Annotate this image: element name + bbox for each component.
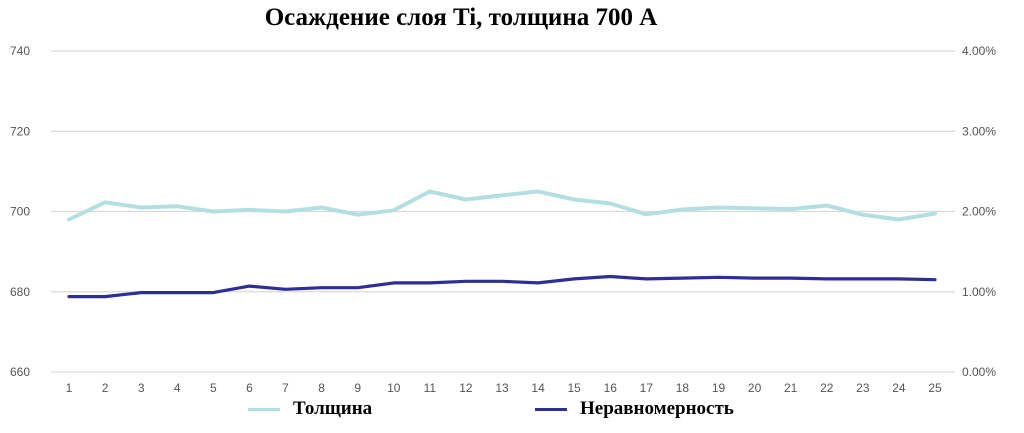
x-tick-label: 22: [820, 381, 834, 395]
left-y-axis: 740 720 700 680 660: [10, 44, 30, 379]
x-tick-label: 11: [424, 381, 437, 395]
x-tick-label: 7: [282, 381, 289, 395]
thickness-line: [67, 189, 937, 222]
x-tick-label: 23: [856, 381, 870, 395]
x-tick-label: 21: [784, 381, 798, 395]
right-tick-label: 3.00%: [962, 124, 996, 138]
x-tick-label: 5: [210, 381, 217, 395]
chart-title-text: Осаждение слоя Ti, толщина 700 А: [264, 4, 658, 31]
x-tick-label: 18: [676, 381, 690, 395]
x-tick-label: 2: [102, 381, 109, 395]
x-tick-label: 24: [892, 381, 906, 395]
x-tick-label: 3: [138, 381, 145, 395]
x-tick-label: 13: [495, 381, 509, 395]
x-tick-label: 12: [459, 381, 473, 395]
x-tick-label: 9: [354, 381, 361, 395]
x-tick-label: 20: [748, 381, 762, 395]
left-tick-label: 680: [10, 285, 30, 299]
x-tick-label: 4: [174, 381, 181, 395]
legend-label-thickness: Толщина: [293, 398, 373, 419]
x-tick-label: 10: [387, 381, 401, 395]
chart-title: Осаждение слоя Ti, толщина 700 А: [0, 4, 1024, 32]
legend-item-thickness[interactable]: Толщина: [248, 398, 372, 420]
x-tick-label: 15: [567, 381, 581, 395]
left-tick-label: 700: [10, 205, 30, 219]
legend-label-nonuniformity: Неравномерность: [580, 398, 734, 419]
gridlines: [51, 50, 955, 373]
x-tick-label: 6: [246, 381, 253, 395]
legend-swatch-thickness-icon: [248, 407, 280, 411]
legend-swatch-nonuniformity-icon: [535, 407, 567, 411]
right-tick-label: 2.00%: [962, 205, 996, 219]
right-tick-label: 0.00%: [962, 365, 996, 379]
x-axis: 1 2 3 4 5 6 7 8 9 10 11 12 13 14 15 16 17 18 19 20 21 22 23 24 2…: [66, 381, 942, 395]
x-tick-label: 17: [640, 381, 654, 395]
right-tick-label: 4.00%: [962, 44, 996, 58]
left-tick-label: 740: [10, 44, 30, 58]
x-tick-label: 14: [531, 381, 545, 395]
left-tick-label: 660: [10, 365, 30, 379]
legend: Толщина Неравномерность: [0, 398, 1024, 428]
x-tick-label: 19: [712, 381, 726, 395]
legend-item-nonuniformity[interactable]: Неравномерность: [535, 398, 734, 420]
x-tick-label: 25: [928, 381, 942, 395]
x-tick-label: 8: [318, 381, 325, 395]
left-tick-label: 720: [10, 124, 30, 138]
x-tick-label: 16: [604, 381, 618, 395]
nonuniformity-line: [67, 274, 937, 299]
x-tick-label: 1: [66, 381, 73, 395]
right-y-axis: 4.00% 3.00% 2.00% 1.00% 0.00%: [962, 44, 996, 379]
series-lines: [67, 189, 937, 299]
right-tick-label: 1.00%: [962, 285, 996, 299]
